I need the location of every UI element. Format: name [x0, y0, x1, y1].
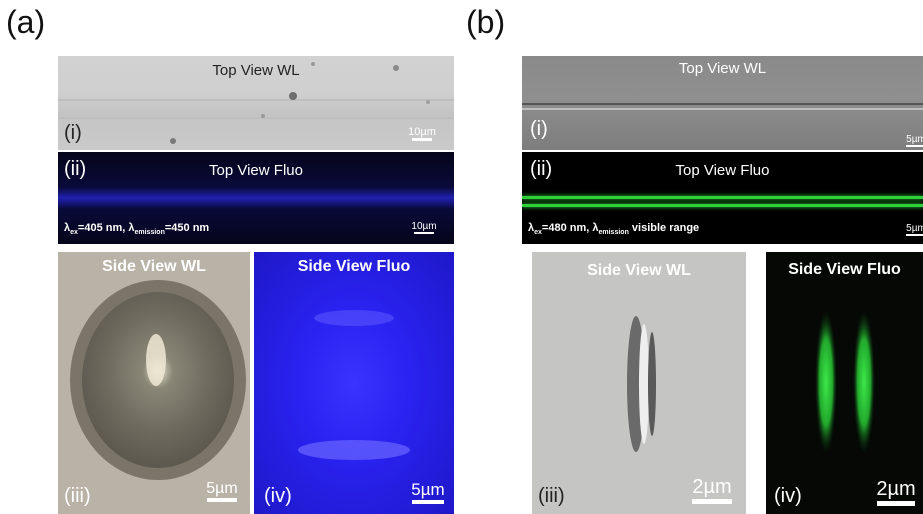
a-side-fluo-title: Side View Fluo: [297, 258, 411, 275]
panel-a-label: (a): [6, 4, 46, 40]
a-top-fluo-roman: (ii): [64, 158, 87, 180]
b-top-view-fluo-image: Top View Fluo (ii) λex=480 nm, λemission…: [522, 152, 923, 244]
a-side-view-fluo-image: Side View Fluo (iv) 5µm: [254, 252, 454, 514]
b-top-fluo-title: Top View Fluo: [675, 162, 770, 179]
b-side-fluo-scale-text: 2µm: [876, 478, 916, 500]
b-top-wl-roman: (i): [530, 118, 548, 140]
a-side-wl-scale-text: 5µm: [206, 480, 238, 497]
b-side-fluo-scalebar: 2µm: [871, 478, 921, 506]
b-top-fluo-caption: λex=480 nm, λemission visible range: [528, 221, 700, 236]
a-top-view-fluo-image: Top View Fluo (ii) λex=405 nm, λemission…: [58, 152, 454, 244]
b-side-fluo-title: Side View Fluo: [788, 261, 901, 278]
b-side-wl-title: Side View WL: [587, 262, 691, 279]
a-top-fluo-scalebar: 10µm: [404, 221, 444, 234]
a-side-wl-scale-bar: [207, 498, 237, 502]
b-side-fluo-roman: (iv): [774, 485, 802, 507]
b-side-wl-streak: [627, 316, 656, 452]
a-side-fluo-scale-bar: [412, 500, 444, 504]
a-top-wl-texture: [58, 62, 454, 144]
b-side-wl-scale-bar: [692, 499, 732, 504]
a-top-wl-scalebar: 10µm: [402, 126, 442, 141]
b-top-fluo-line-1: [522, 196, 923, 199]
b-top-wl-scalebar: 5µm: [903, 134, 923, 147]
b-side-fluo-streaks: [815, 310, 875, 454]
b-top-view-wl-image: Top View WL (i) 5µm: [522, 56, 923, 150]
a-side-wl-scalebar: 5µm: [202, 480, 242, 502]
b-top-fluo-roman: (ii): [530, 158, 553, 180]
a-side-wl-roman: (iii): [64, 485, 91, 507]
b-top-fluo-line-2: [522, 204, 923, 207]
b-top-wl-scale-text: 5µm: [906, 134, 923, 145]
a-top-fluo-scale-bar: [414, 232, 434, 234]
b-top-wl-scale-bar: [906, 145, 923, 147]
b-side-wl-scale-text: 2µm: [692, 476, 732, 498]
b-top-wl-texture: [522, 103, 923, 110]
a-top-fluo-scale-text: 10µm: [411, 221, 437, 232]
a-top-wl-scale-text: 10µm: [408, 126, 436, 138]
a-top-fluo-title: Top View Fluo: [209, 162, 303, 179]
b-side-fluo-scale-bar: [877, 501, 915, 506]
a-side-wl-drop: [70, 280, 246, 480]
b-top-fluo-scalebar: 5µm: [903, 223, 923, 236]
b-side-view-wl-image: Side View WL (iii) 2µm: [532, 252, 746, 514]
a-top-wl-roman: (i): [64, 122, 82, 144]
b-side-wl-roman: (iii): [538, 485, 565, 507]
a-side-fluo-glow: [298, 310, 410, 460]
a-top-view-wl-image: Top View WL (i) 10µm: [58, 56, 454, 150]
a-top-wl-scale-bar: [412, 138, 432, 141]
a-top-wl-title: Top View WL: [212, 62, 300, 79]
b-top-wl-title: Top View WL: [678, 60, 767, 77]
b-top-fluo-scale-bar: [906, 234, 923, 236]
a-side-fluo-roman: (iv): [264, 485, 292, 507]
a-side-view-wl-image: Side View WL (iii) 5µm: [58, 252, 250, 514]
b-side-view-fluo-image: Side View Fluo (iv) 2µm: [766, 252, 923, 514]
panel-b-label: (b): [466, 4, 506, 40]
b-side-wl-scalebar: 2µm: [684, 476, 740, 504]
a-side-wl-title: Side View WL: [102, 258, 206, 275]
b-top-fluo-scale-text: 5µm: [906, 223, 923, 234]
a-side-fluo-scale-text: 5µm: [411, 480, 445, 499]
a-side-fluo-scalebar: 5µm: [406, 480, 450, 504]
a-top-fluo-caption: λex=405 nm, λemission=450 nm: [64, 221, 210, 236]
